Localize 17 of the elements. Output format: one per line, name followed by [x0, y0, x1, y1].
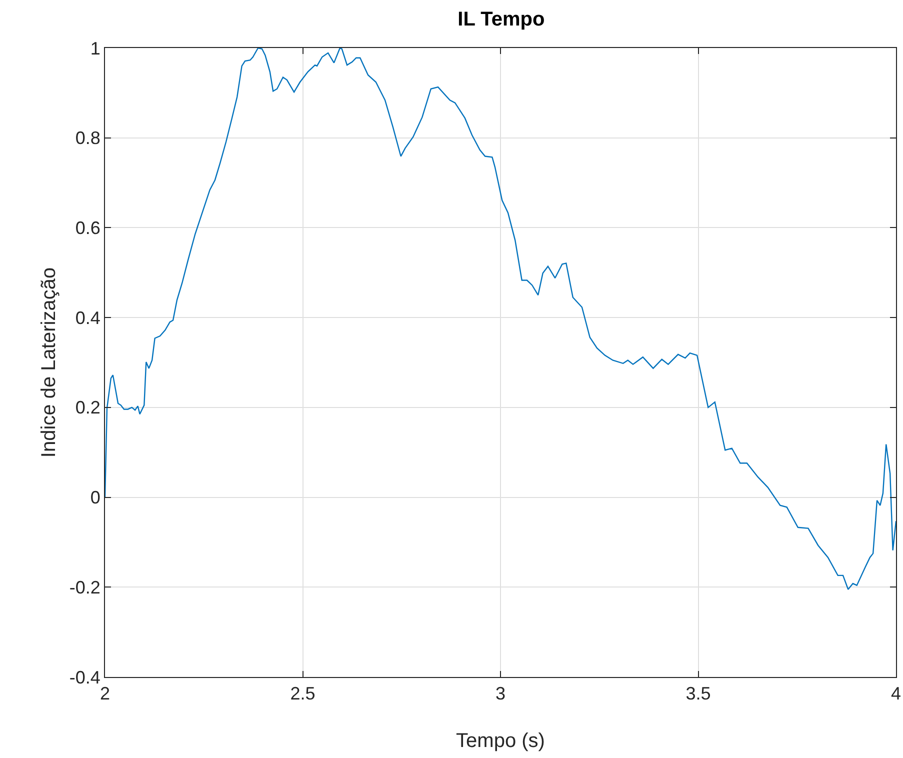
y-tick-label: -0.2	[69, 577, 100, 598]
y-tick-label: 0.8	[75, 128, 100, 148]
x-tick-label: 2	[100, 684, 110, 704]
y-tick-label: 0.4	[75, 308, 100, 328]
y-tick-label: 0.2	[75, 398, 100, 418]
chart-title: IL Tempo	[458, 8, 545, 30]
y-tick-label: 1	[90, 38, 100, 58]
y-tick-label: -0.4	[69, 667, 100, 688]
x-tick-label: 3	[495, 684, 506, 704]
y-axis-title: Indice de Laterização	[38, 267, 60, 458]
x-axis-title: Tempo (s)	[456, 730, 545, 752]
line-series	[105, 48, 896, 590]
y-tick-label: 0.6	[75, 218, 100, 238]
x-tick-label: 3.5	[686, 684, 711, 704]
x-tick-label: 4	[890, 684, 902, 704]
x-tick-label: 2.5	[290, 684, 316, 704]
y-tick-label: 0	[90, 488, 100, 508]
